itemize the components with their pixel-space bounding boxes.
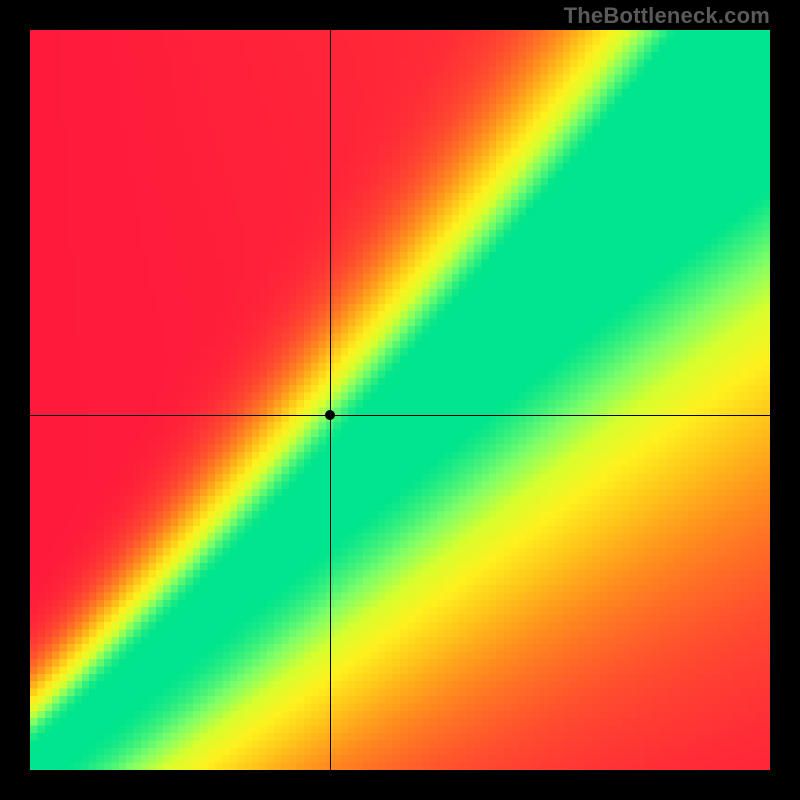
selection-marker <box>325 410 335 420</box>
plot-area <box>30 30 770 770</box>
crosshair-horizontal <box>30 415 770 416</box>
bottleneck-heatmap <box>30 30 770 770</box>
watermark-text: TheBottleneck.com <box>564 3 770 29</box>
chart-frame: TheBottleneck.com <box>0 0 800 800</box>
crosshair-vertical <box>330 30 331 770</box>
